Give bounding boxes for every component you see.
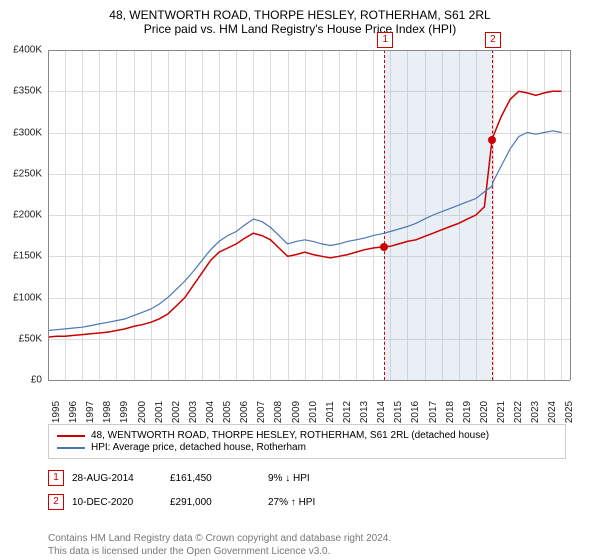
- xtick-label: 2010: [308, 401, 319, 423]
- axis-line: [48, 50, 570, 51]
- xtick-label: 1996: [68, 401, 79, 423]
- ytick-label: £400K: [0, 45, 42, 56]
- xtick-label: 2008: [273, 401, 284, 423]
- legend-row: HPI: Average price, detached house, Roth…: [57, 442, 557, 453]
- legend-swatch: [57, 447, 85, 449]
- xtick-label: 2014: [376, 401, 387, 423]
- xtick-label: 2016: [410, 401, 421, 423]
- xtick-label: 2023: [530, 401, 541, 423]
- xtick-label: 2019: [462, 401, 473, 423]
- footer: Contains HM Land Registry data © Crown c…: [48, 532, 568, 558]
- xtick-label: 2005: [222, 401, 233, 423]
- legend-swatch: [57, 435, 85, 437]
- xtick-label: 2000: [137, 401, 148, 423]
- sale-row: 2 10-DEC-2020 £291,000 27% ↑ HPI: [48, 494, 358, 510]
- xtick-label: 1995: [51, 401, 62, 423]
- legend-row: 48, WENTWORTH ROAD, THORPE HESLEY, ROTHE…: [57, 430, 557, 441]
- sale-delta: 27% ↑ HPI: [268, 497, 358, 508]
- xtick-label: 2002: [171, 401, 182, 423]
- xtick-label: 2011: [325, 401, 336, 423]
- xtick-label: 2007: [256, 401, 267, 423]
- ytick-label: £0: [0, 375, 42, 386]
- xtick-label: 1998: [102, 401, 113, 423]
- xtick-label: 2013: [359, 401, 370, 423]
- xtick-label: 2001: [154, 401, 165, 423]
- xtick-label: 2006: [239, 401, 250, 423]
- series-property: [48, 91, 561, 337]
- xtick-label: 2003: [188, 401, 199, 423]
- legend: 48, WENTWORTH ROAD, THORPE HESLEY, ROTHE…: [48, 424, 566, 459]
- chart-subtitle: Price paid vs. HM Land Registry's House …: [0, 22, 600, 40]
- ytick-label: £300K: [0, 127, 42, 138]
- xtick-label: 2024: [547, 401, 558, 423]
- sale-price: £161,450: [170, 473, 260, 484]
- sale-delta: 9% ↓ HPI: [268, 473, 358, 484]
- xtick-label: 1999: [119, 401, 130, 423]
- ytick-label: £200K: [0, 210, 42, 221]
- xtick-label: 1997: [85, 401, 96, 423]
- chart-title: 48, WENTWORTH ROAD, THORPE HESLEY, ROTHE…: [0, 0, 600, 22]
- xtick-label: 2012: [342, 401, 353, 423]
- sale-row: 1 28-AUG-2014 £161,450 9% ↓ HPI: [48, 470, 358, 486]
- sale-date: 10-DEC-2020: [72, 497, 162, 508]
- legend-label: HPI: Average price, detached house, Roth…: [91, 442, 306, 453]
- ytick-label: £250K: [0, 168, 42, 179]
- chart-svg: [48, 50, 570, 380]
- sale-marker-num: 2: [485, 32, 501, 48]
- xtick-label: 2025: [564, 401, 575, 423]
- sale-date: 28-AUG-2014: [72, 473, 162, 484]
- sale-marker-num: 1: [377, 32, 393, 48]
- xtick-label: 2018: [445, 401, 456, 423]
- chart-area: [48, 50, 570, 380]
- xtick-label: 2017: [428, 401, 439, 423]
- xtick-label: 2021: [496, 401, 507, 423]
- xtick-label: 2004: [205, 401, 216, 423]
- axis-line: [48, 50, 49, 380]
- sale-row-num: 1: [48, 470, 64, 486]
- axis-line: [48, 380, 570, 381]
- footer-line-2: This data is licensed under the Open Gov…: [48, 545, 568, 558]
- ytick-label: £100K: [0, 292, 42, 303]
- xtick-label: 2020: [479, 401, 490, 423]
- footer-line-1: Contains HM Land Registry data © Crown c…: [48, 532, 568, 545]
- ytick-label: £50K: [0, 333, 42, 344]
- legend-label: 48, WENTWORTH ROAD, THORPE HESLEY, ROTHE…: [91, 430, 489, 441]
- ytick-label: £150K: [0, 251, 42, 262]
- xtick-label: 2015: [393, 401, 404, 423]
- xtick-label: 2009: [291, 401, 302, 423]
- xtick-label: 2022: [513, 401, 524, 423]
- ytick-label: £350K: [0, 86, 42, 97]
- sale-price: £291,000: [170, 497, 260, 508]
- axis-line: [570, 50, 571, 380]
- series-hpi: [48, 131, 561, 331]
- sale-row-num: 2: [48, 494, 64, 510]
